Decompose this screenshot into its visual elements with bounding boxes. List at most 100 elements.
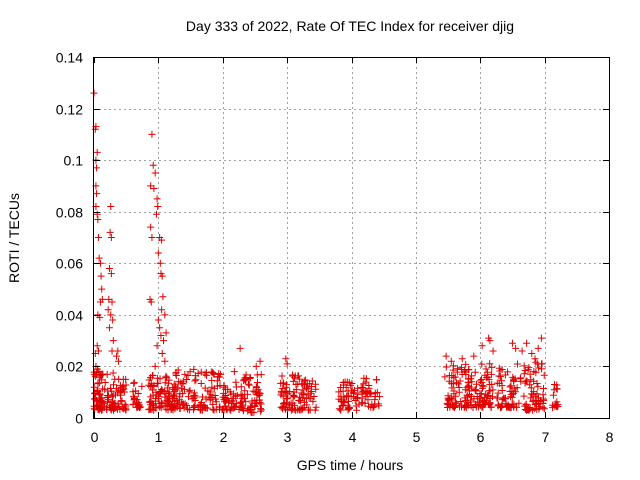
- data-point: [453, 365, 461, 373]
- y-tick-label: 0.08: [56, 205, 83, 221]
- data-point: [486, 401, 494, 409]
- data-point: [494, 402, 502, 410]
- data-point: [158, 272, 166, 280]
- data-point: [344, 405, 352, 413]
- data-point: [174, 366, 182, 374]
- data-point: [485, 387, 493, 395]
- data-point: [241, 375, 249, 383]
- data-point: [486, 337, 494, 345]
- data-point: [511, 385, 519, 393]
- data-point: [149, 161, 157, 169]
- data-point: [197, 379, 205, 387]
- data-point: [155, 400, 163, 408]
- data-point: [107, 234, 115, 241]
- data-point: [175, 393, 183, 401]
- data-point: [184, 405, 192, 413]
- data-point: [532, 358, 540, 366]
- data-point: [106, 228, 114, 236]
- data-point: [335, 405, 343, 413]
- data-point: [479, 382, 487, 390]
- data-point: [95, 234, 103, 241]
- data-point: [198, 393, 206, 401]
- data-point: [179, 401, 187, 409]
- data-point: [531, 392, 539, 400]
- data-point: [113, 352, 121, 360]
- data-point: [362, 378, 370, 386]
- data-point: [463, 391, 471, 399]
- data-point: [450, 387, 458, 395]
- data-point: [461, 386, 469, 394]
- data-point: [494, 389, 502, 397]
- data-point: [180, 400, 188, 408]
- data-point: [93, 397, 101, 405]
- data-point: [297, 389, 305, 397]
- data-point: [458, 355, 466, 363]
- data-point: [90, 405, 98, 413]
- data-point: [505, 403, 513, 411]
- data-point: [341, 398, 349, 406]
- data-point: [130, 379, 138, 387]
- data-point: [95, 254, 103, 262]
- data-point: [159, 293, 167, 301]
- data-point: [348, 387, 356, 395]
- data-point: [215, 373, 223, 381]
- x-tick-label: 3: [284, 429, 292, 445]
- data-point: [335, 395, 343, 403]
- data-point: [283, 360, 291, 368]
- data-point: [147, 223, 155, 231]
- data-point: [151, 362, 159, 370]
- data-point: [498, 403, 506, 411]
- data-point: [108, 298, 116, 306]
- data-point: [478, 342, 486, 350]
- x-tick-label: 7: [542, 429, 550, 445]
- data-point: [288, 405, 296, 413]
- data-point: [146, 405, 154, 413]
- data-point: [203, 404, 211, 412]
- data-point: [533, 360, 541, 368]
- data-point: [488, 380, 496, 388]
- data-point: [442, 352, 450, 360]
- data-point: [105, 264, 113, 272]
- data-point: [540, 371, 548, 379]
- data-point: [153, 342, 161, 350]
- data-point: [476, 390, 484, 398]
- data-point: [488, 363, 496, 371]
- data-point: [247, 402, 255, 410]
- data-point: [488, 370, 496, 378]
- data-point: [161, 379, 169, 387]
- data-point: [154, 395, 162, 403]
- data-point: [147, 393, 155, 401]
- data-point: [181, 370, 189, 378]
- data-point: [476, 377, 484, 385]
- data-point: [549, 401, 557, 409]
- data-point: [250, 408, 258, 416]
- data-point: [482, 365, 490, 373]
- data-point: [483, 396, 491, 404]
- data-point: [374, 400, 382, 408]
- data-point: [180, 385, 188, 393]
- data-point: [93, 210, 101, 218]
- data-point: [495, 372, 503, 380]
- data-point: [163, 384, 171, 392]
- data-point: [481, 371, 489, 379]
- data-point: [443, 399, 451, 407]
- data-point: [279, 405, 287, 413]
- data-point: [186, 386, 194, 394]
- data-point: [154, 316, 162, 324]
- data-point: [245, 381, 253, 389]
- data-point: [164, 406, 172, 414]
- data-point: [209, 394, 217, 402]
- data-point: [527, 384, 535, 392]
- data-point: [528, 350, 536, 358]
- x-tick-label: 2: [220, 429, 228, 445]
- data-point: [468, 372, 476, 380]
- data-point: [107, 387, 115, 395]
- data-point: [235, 406, 243, 414]
- data-point: [510, 376, 518, 384]
- data-point: [149, 371, 157, 379]
- data-point: [115, 375, 123, 383]
- data-point: [171, 388, 179, 396]
- data-point: [237, 390, 245, 398]
- data-point: [290, 406, 298, 414]
- data-point: [310, 392, 318, 400]
